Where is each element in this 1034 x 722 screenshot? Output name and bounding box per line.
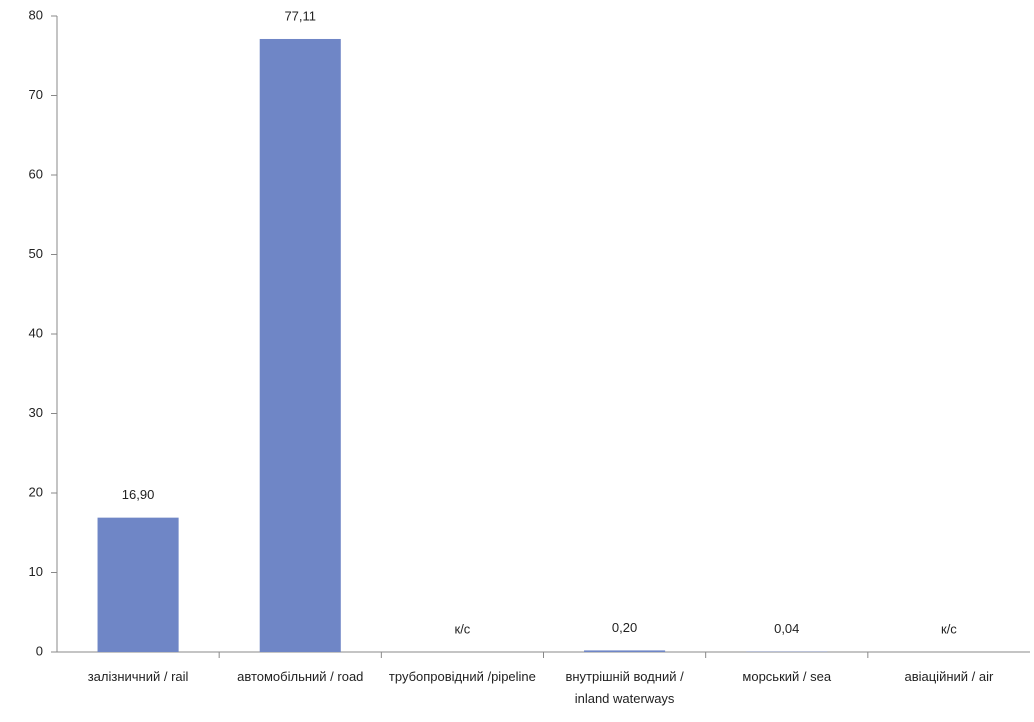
- bar: [97, 517, 179, 652]
- x-tick-label: авіаційний / air: [904, 669, 994, 684]
- y-tick-label: 0: [36, 643, 43, 658]
- y-tick-label: 80: [29, 7, 43, 22]
- y-tick-label: 30: [29, 405, 43, 420]
- y-tick-label: 40: [29, 325, 43, 340]
- x-tick-label: залізничний / rail: [87, 669, 189, 684]
- y-tick-label: 10: [29, 564, 43, 579]
- bar: [259, 38, 341, 652]
- x-tick-label: морський / sea: [742, 669, 832, 684]
- data-label: 0,04: [774, 621, 799, 636]
- y-tick-label: 50: [29, 246, 43, 261]
- x-tick-label: внутрішній водний / inland waterways: [565, 669, 684, 706]
- data-label: 16,90: [122, 487, 155, 502]
- y-tick-label: 60: [29, 166, 43, 181]
- data-label: 0,20: [612, 620, 637, 635]
- data-label: к/с: [941, 621, 957, 636]
- data-label: 77,11: [284, 8, 316, 23]
- bar: [584, 650, 666, 652]
- y-tick-label: 20: [29, 484, 43, 499]
- y-tick-label: 70: [29, 87, 43, 102]
- x-tick-label: автомобільний / road: [237, 669, 364, 684]
- data-label: к/с: [455, 621, 471, 636]
- x-tick-label: трубопровідний /pipeline: [388, 669, 536, 684]
